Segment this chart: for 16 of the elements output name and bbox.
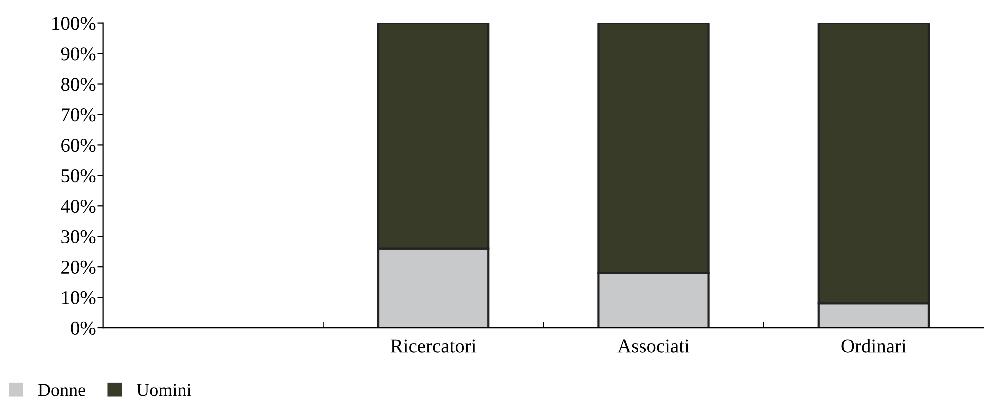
y-tick-label: 10% (62, 291, 96, 305)
x-tick-label: Ordinari (842, 339, 906, 353)
x-tick-label: Associati (618, 340, 690, 353)
legend-label: Uomini (136, 384, 192, 396)
y-tick-label: 70% (62, 108, 96, 122)
y-tick-label: 100% (52, 17, 96, 30)
y-tick-label: 0% (71, 322, 96, 336)
legend-label: Donne (38, 384, 86, 396)
y-tick-label: 30% (62, 230, 96, 244)
y-tick-label: 40% (61, 200, 96, 214)
x-tick-label: Ricercatori (390, 340, 476, 353)
y-tick-label: 20% (62, 260, 96, 274)
y-tick-label: 80% (61, 78, 96, 92)
y-tick-label: 60% (62, 139, 96, 152)
y-tick-label: 50% (62, 169, 96, 183)
y-tick-label: 90% (61, 48, 96, 61)
